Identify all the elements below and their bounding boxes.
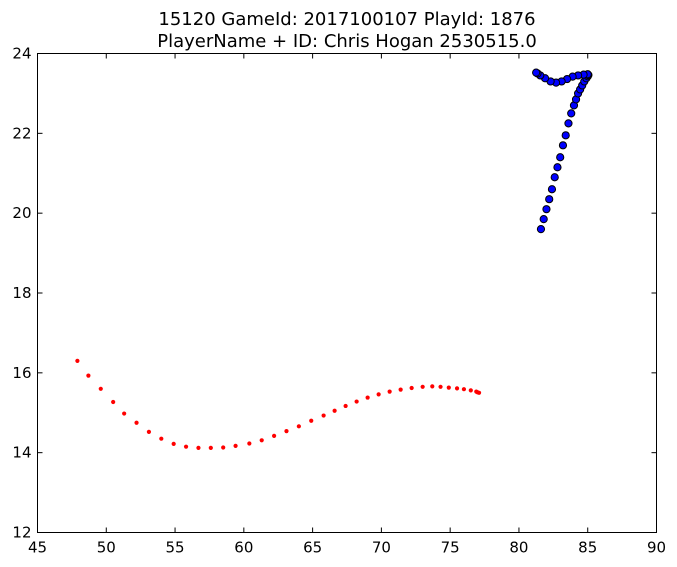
red-point — [75, 358, 80, 363]
blue-point — [532, 68, 541, 77]
blue-point — [542, 205, 551, 214]
blue-point — [553, 163, 562, 172]
red-point — [86, 373, 91, 378]
red-point — [454, 386, 460, 391]
x-tick-label: 60 — [234, 539, 253, 557]
blue-point — [564, 119, 573, 128]
red-point — [438, 384, 443, 389]
red-point — [272, 433, 277, 438]
y-tick-label: 18 — [12, 284, 31, 302]
red-point — [476, 390, 482, 395]
red-point — [321, 413, 326, 418]
red-point — [461, 387, 467, 392]
red-point — [409, 385, 414, 391]
red-point — [296, 424, 301, 429]
red-point — [446, 385, 451, 390]
axis-ticks: 45 50 55 60 65 70 75 80 85 90 12 14 16 18 20 22 24 — [12, 45, 666, 557]
blue-point — [536, 225, 546, 234]
red-point — [221, 445, 226, 450]
blue-point — [539, 215, 548, 224]
red-point — [233, 443, 238, 448]
red-point — [430, 384, 435, 389]
red-point — [309, 418, 314, 423]
y-tick-label: 20 — [12, 204, 31, 222]
data-points — [75, 68, 593, 450]
red-point — [259, 438, 264, 443]
x-tick-label: 75 — [441, 539, 460, 557]
y-tick-label: 16 — [12, 364, 31, 382]
plot-frame — [37, 53, 657, 533]
red-point — [420, 384, 425, 389]
chart-title: 15120 GameId: 2017100107 PlayId: 1876 — [158, 9, 535, 30]
red-point — [159, 436, 164, 441]
red-point — [387, 389, 392, 394]
x-tick-label: 85 — [578, 539, 597, 557]
y-tick-label: 12 — [12, 524, 31, 542]
red-point — [284, 429, 289, 434]
y-tick-label: 14 — [12, 444, 31, 462]
red-point — [111, 399, 116, 405]
x-tick-label: 45 — [28, 539, 47, 557]
red-point — [354, 399, 359, 404]
red-point — [332, 408, 337, 413]
red-point — [171, 441, 176, 446]
x-tick-label: 50 — [97, 539, 116, 557]
blue-point — [550, 173, 559, 182]
y-tick-label: 22 — [12, 124, 31, 142]
red-point — [122, 411, 127, 416]
blue-point — [558, 141, 568, 150]
red-point — [343, 403, 348, 409]
y-tick-label: 24 — [12, 45, 31, 63]
red-point — [376, 392, 381, 397]
red-point — [247, 441, 252, 446]
red-point — [365, 395, 370, 400]
red-point — [398, 387, 403, 392]
red-point — [208, 445, 213, 450]
red-point — [468, 388, 473, 393]
red-point — [183, 444, 189, 449]
chart-subtitle: PlayerName + ID: Chris Hogan 2530515.0 — [157, 31, 537, 52]
red-point — [98, 386, 103, 391]
blue-point — [556, 153, 565, 162]
x-tick-label: 80 — [509, 539, 528, 557]
blue-point — [545, 195, 554, 204]
x-tick-label: 70 — [372, 539, 391, 557]
blue-point — [547, 185, 557, 194]
x-tick-label: 65 — [303, 539, 322, 557]
red-point — [134, 420, 139, 425]
red-point — [196, 445, 201, 450]
red-point — [146, 429, 152, 435]
blue-point — [567, 109, 576, 118]
blue-point — [561, 131, 570, 140]
x-tick-label: 90 — [647, 539, 666, 557]
x-tick-label: 55 — [166, 539, 185, 557]
